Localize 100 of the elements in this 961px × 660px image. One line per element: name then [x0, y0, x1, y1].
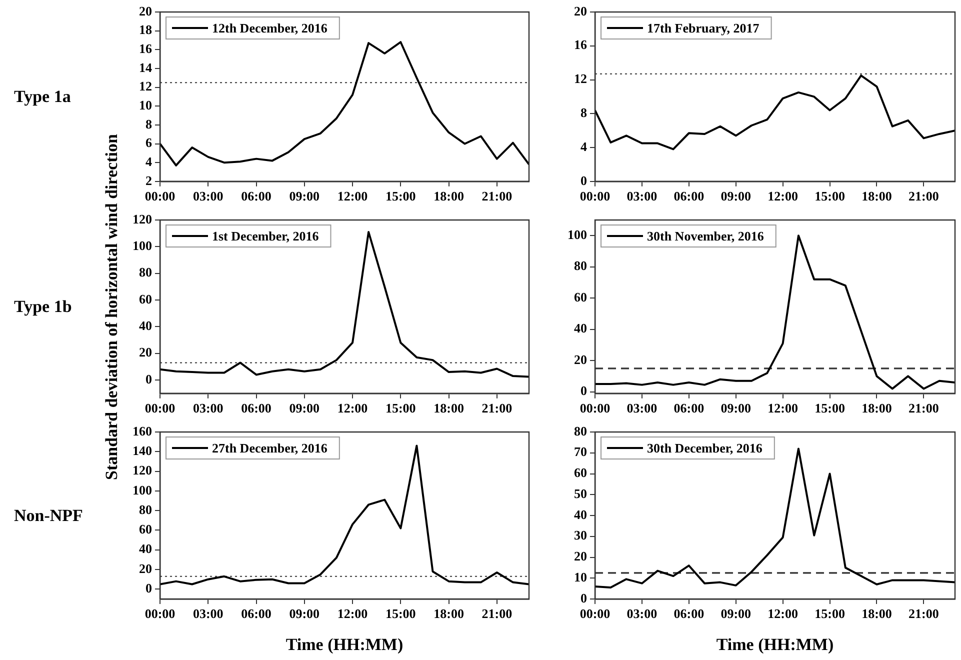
y-tick-label: 40: [139, 541, 152, 556]
x-tick-label: 00:00: [144, 400, 176, 416]
y-tick-label: 100: [132, 238, 152, 254]
y-tick-label: 16: [574, 37, 588, 52]
y-tick-label: 100: [132, 482, 152, 498]
x-tick-label: 15:00: [814, 188, 845, 204]
x-tick-label: 09:00: [720, 188, 752, 204]
y-tick-label: 80: [139, 502, 152, 517]
x-tick-label: 09:00: [720, 400, 752, 416]
x-tick-label: 12:00: [768, 188, 798, 204]
x-tick-label: 15:00: [385, 188, 416, 204]
x-tick-label: 09:00: [289, 400, 320, 416]
y-tick-label: 160: [132, 423, 152, 438]
x-tick-label: 03:00: [192, 606, 224, 622]
y-tick-label: 120: [132, 462, 152, 478]
y-tick-label: 60: [139, 522, 152, 537]
x-tick-label: 15:00: [385, 606, 416, 622]
y-tick-label: 60: [574, 289, 587, 304]
legend-label: 27th December, 2016: [212, 440, 328, 456]
y-tick-label: 80: [574, 423, 587, 438]
x-tick-label: 03:00: [626, 606, 658, 622]
y-tick-label: 40: [574, 320, 587, 336]
y-tick-label: 0: [580, 383, 587, 398]
y-tick-label: 0: [146, 371, 152, 386]
y-tick-label: 4: [580, 138, 588, 154]
x-tick-label: 18:00: [434, 606, 464, 622]
x-tick-label: 18:00: [434, 400, 464, 416]
x-tick-label: 06:00: [674, 400, 704, 416]
y-tick-label: 80: [574, 258, 587, 274]
x-tick-label: 09:00: [289, 606, 320, 622]
text: Type 1b: [14, 296, 72, 317]
x-tick-label: 18:00: [862, 606, 892, 622]
x-tick-label: 21:00: [482, 606, 512, 622]
y-tick-label: 4: [146, 154, 152, 169]
x-tick-label: 06:00: [241, 400, 272, 416]
x-tick-label: 06:00: [674, 606, 704, 622]
y-tick-label: 140: [132, 443, 152, 458]
x-tick-label: 18:00: [434, 188, 464, 204]
x-tick-label: 03:00: [626, 400, 658, 416]
x-tick-label: 21:00: [908, 606, 939, 622]
y-tick-label: 0: [146, 580, 152, 596]
x-tick-label: 18:00: [862, 188, 892, 204]
y-tick-label: 0: [580, 590, 587, 606]
y-tick-label: 18: [139, 22, 152, 38]
x-tick-label: 09:00: [289, 188, 320, 204]
y-tick-label: 2: [146, 172, 152, 188]
y-tick-label: 60: [574, 465, 587, 480]
x-tick-label: 00:00: [144, 606, 176, 622]
y-tick-label: 50: [574, 486, 587, 501]
legend-label: 1st December, 2016: [212, 228, 320, 244]
y-tick-label: 20: [574, 3, 587, 18]
y-tick-label: 12: [139, 78, 152, 94]
y-tick-label: 6: [146, 135, 152, 150]
x-tick-label: 06:00: [241, 188, 272, 204]
y-tick-label: 10: [574, 569, 587, 584]
x-axis-title: Time (HH:MM): [716, 635, 834, 654]
y-tick-label: 16: [139, 41, 152, 56]
x-tick-label: 09:00: [720, 606, 752, 622]
x-tick-label: 03:00: [626, 188, 658, 204]
y-tick-label: 10: [139, 97, 152, 112]
text: Type 1a: [14, 86, 71, 107]
x-tick-label: 18:00: [862, 400, 892, 416]
legend-label: 17th February, 2017: [647, 20, 760, 36]
y-tick-label: 40: [139, 318, 152, 334]
y-axis-title: Standard deviation of horizontal wind direction: [102, 134, 122, 480]
x-tick-label: 00:00: [580, 188, 610, 204]
x-tick-label: 15:00: [385, 400, 416, 416]
y-tick-label: 20: [574, 548, 587, 564]
y-tick-label: 20: [139, 560, 152, 576]
x-tick-label: 03:00: [192, 188, 224, 204]
x-tick-label: 21:00: [908, 188, 939, 204]
legend-label: 12th December, 2016: [212, 20, 328, 36]
text: Non-NPF: [14, 506, 83, 526]
x-tick-label: 06:00: [674, 188, 704, 204]
y-tick-label: 20: [139, 344, 152, 360]
y-tick-label: 70: [574, 444, 587, 460]
x-tick-label: 21:00: [482, 400, 512, 416]
y-tick-label: 30: [574, 528, 587, 543]
y-tick-label: 120: [132, 211, 152, 226]
y-tick-label: 8: [580, 105, 588, 120]
y-tick-label: 40: [574, 506, 587, 522]
x-tick-label: 06:00: [241, 606, 272, 622]
y-tick-label: 100: [568, 226, 587, 242]
y-tick-label: 0: [580, 172, 587, 188]
x-tick-label: 00:00: [580, 400, 610, 416]
y-tick-label: 12: [574, 71, 587, 86]
y-tick-label: 60: [139, 291, 152, 306]
x-tick-label: 03:00: [192, 400, 224, 416]
y-tick-label: 14: [139, 60, 152, 75]
x-tick-label: 00:00: [144, 188, 176, 204]
y-tick-label: 8: [146, 116, 152, 132]
x-tick-label: 15:00: [814, 400, 845, 416]
legend-label: 30th November, 2016: [647, 228, 764, 244]
x-tick-label: 00:00: [580, 606, 610, 622]
x-tick-label: 21:00: [908, 400, 939, 416]
x-tick-label: 12:00: [337, 188, 368, 204]
x-tick-label: 12:00: [768, 400, 798, 416]
y-tick-label: 80: [139, 264, 152, 280]
legend-label: 30th December, 2016: [647, 440, 763, 456]
x-tick-label: 12:00: [337, 606, 368, 622]
